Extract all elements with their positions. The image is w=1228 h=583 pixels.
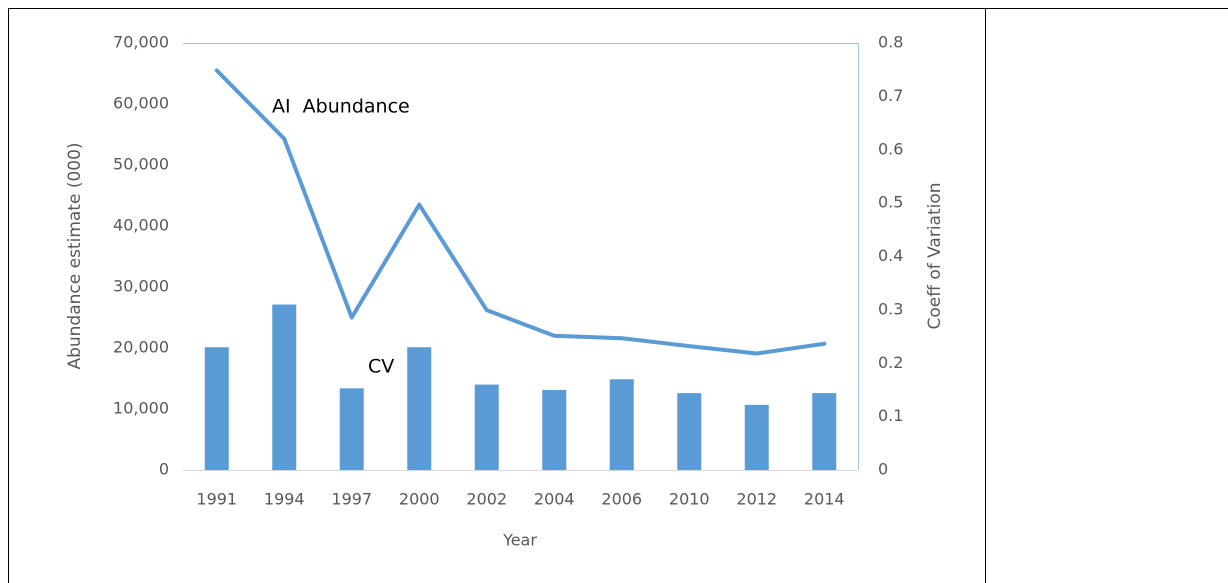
y2-axis-label: Coeff of Variation [925, 182, 945, 329]
bar [407, 347, 432, 470]
bar [204, 347, 229, 470]
x-tick-label: 2012 [736, 490, 777, 509]
bar [542, 389, 567, 470]
y-tick-label: 20,000 [113, 338, 169, 357]
bar [474, 384, 499, 470]
x-tick-label: 2000 [399, 490, 440, 509]
y2-tick-label: 0 [878, 460, 888, 479]
y2-tick-label: 0.4 [878, 246, 903, 265]
y2-tick-label: 0.5 [878, 193, 903, 212]
y-tick-label: 50,000 [113, 155, 169, 174]
y-axis-label: Abundance estimate (000) [65, 142, 85, 369]
x-tick-label: 2014 [804, 490, 845, 509]
bar [272, 304, 297, 470]
y2-tick-label: 0.3 [878, 299, 903, 318]
y2-tick-label: 0.6 [878, 139, 903, 158]
bar [677, 393, 702, 470]
line [214, 68, 827, 356]
bar [744, 404, 769, 470]
bar [609, 379, 634, 470]
bar [339, 388, 364, 470]
x-tick-label: 2002 [466, 490, 507, 509]
y-tick-label: 60,000 [113, 94, 169, 113]
series-label: AI Abundance [272, 96, 410, 118]
y-tick-label: 10,000 [113, 399, 169, 418]
y2-tick-label: 0.8 [878, 33, 903, 52]
x-tick-label: 1991 [196, 490, 237, 509]
y2-tick-label: 0.2 [878, 353, 903, 372]
y-tick-label: 40,000 [113, 216, 169, 235]
y2-tick-label: 0.1 [878, 406, 903, 425]
y-tick-label: 30,000 [113, 277, 169, 296]
y-tick-label: 70,000 [113, 33, 169, 52]
y-tick-label: 0 [159, 460, 169, 479]
x-tick-label: 2010 [669, 490, 710, 509]
series-label: CV [368, 356, 394, 378]
x-tick-label: 2006 [601, 490, 642, 509]
x-tick-label: 2004 [534, 490, 575, 509]
x-tick-label: 1997 [331, 490, 372, 509]
bar [812, 393, 837, 470]
x-tick-label: 1994 [264, 490, 305, 509]
y2-tick-label: 0.7 [878, 86, 903, 105]
x-axis-label: Year [502, 531, 537, 550]
